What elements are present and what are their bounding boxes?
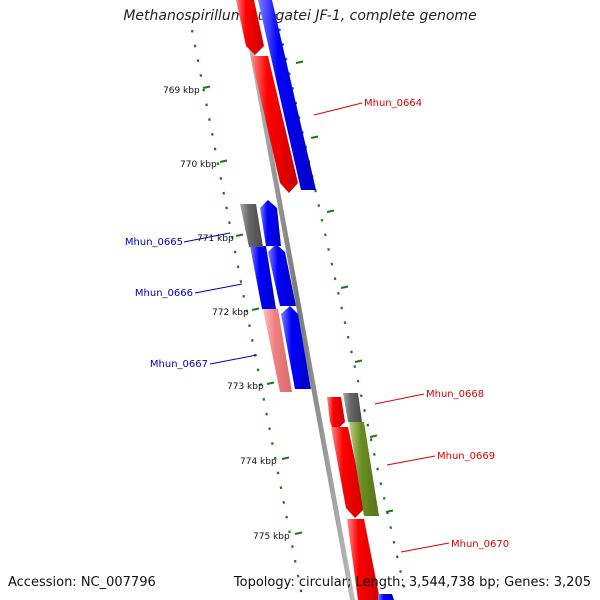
gene-mhun-0669-olive[interactable] <box>349 422 379 516</box>
gene-mhun-0666[interactable] <box>250 246 276 309</box>
gene-label-leaders <box>183 102 450 553</box>
ruler-tick <box>366 423 370 427</box>
ruler-label-773: 773 kbp <box>227 382 264 392</box>
accession-text: Accession: NC_007796 <box>8 575 156 590</box>
ruler-tick <box>399 570 402 573</box>
ruler-major-tick <box>294 531 303 535</box>
gene-mhun-0668-gray[interactable] <box>343 393 362 422</box>
ruler-major-tick <box>202 85 211 89</box>
ruler-tick <box>281 43 285 46</box>
ruler-tick <box>284 57 288 61</box>
ruler-tick <box>389 526 393 530</box>
gene-mhun-0668[interactable] <box>327 397 345 432</box>
genome-backbone <box>240 0 355 600</box>
gene-mhun-0667[interactable] <box>263 309 292 392</box>
gene-label-mhun-0665[interactable]: Mhun_0665 <box>125 237 183 248</box>
ruler-tick <box>288 72 291 76</box>
ruler-major-tick <box>340 285 349 289</box>
ruler-tick <box>294 101 298 105</box>
ruler-tick <box>340 306 344 310</box>
ruler-label-775: 775 kbp <box>253 532 290 542</box>
ruler-label-774: 774 kbp <box>240 457 277 467</box>
ruler-tick <box>314 189 317 193</box>
ruler-major-tick <box>354 359 363 363</box>
ruler-label-770: 770 kbp <box>180 160 217 170</box>
ruler-tick <box>333 277 337 281</box>
ruler-major-tick <box>385 509 394 513</box>
gene-mhun-0669[interactable] <box>331 427 365 518</box>
map-title: Methanospirillum hungatei JF-1, complete… <box>123 8 477 24</box>
ruler-tick <box>363 409 366 412</box>
ruler-tick <box>373 452 376 456</box>
ruler-major-tick <box>281 456 290 460</box>
ruler-tick <box>323 233 327 237</box>
ruler-tick <box>392 540 396 544</box>
ruler-tick <box>376 467 379 471</box>
ruler-tick <box>274 13 278 17</box>
gene-label-mhun-0670[interactable]: Mhun_0670 <box>451 539 509 550</box>
ruler-major-tick <box>219 159 228 163</box>
gene-mhun-0665[interactable] <box>260 200 281 246</box>
ruler-tick <box>395 555 399 559</box>
ruler-major-tick <box>369 434 378 438</box>
ruler-tick <box>291 86 294 90</box>
gene-mhun-0666-b[interactable] <box>268 244 296 306</box>
inner-dotted-ruler <box>190 29 303 593</box>
ruler-major-tick <box>251 307 260 311</box>
gene-mhun-0667-b[interactable] <box>281 306 311 389</box>
ruler-tick <box>359 394 363 398</box>
ruler-tick <box>353 365 357 369</box>
gene-label-mhun-0668[interactable]: Mhun_0668 <box>426 389 484 400</box>
ruler-tick <box>337 291 340 295</box>
genome-summary: Topology: circular; Length: 3,544,738 bp… <box>233 575 591 590</box>
gene-mhun-0663[interactable] <box>236 0 264 55</box>
ruler-tick <box>402 584 406 588</box>
gene-label-mhun-0667[interactable]: Mhun_0667 <box>150 359 208 370</box>
ruler-label-769: 769 kbp <box>163 86 200 96</box>
ruler-label-771: 771 kbp <box>197 234 234 244</box>
gene-labels: Mhun_0664 Mhun_0665 Mhun_0666 Mhun_0667 … <box>125 98 509 550</box>
gene-mhun-0670-reverse[interactable] <box>378 594 394 600</box>
ruler-tick <box>278 28 281 32</box>
ruler-tick <box>343 321 347 325</box>
ruler-tick <box>350 350 353 354</box>
ruler-major-tick <box>295 60 304 64</box>
ruler-tick <box>356 379 360 383</box>
ruler-tick <box>346 335 350 339</box>
gene-label-mhun-0669[interactable]: Mhun_0669 <box>437 451 495 462</box>
gene-mhun-0670[interactable] <box>347 519 380 600</box>
ruler-major-tick <box>235 233 244 237</box>
ruler-tick <box>379 482 383 486</box>
ruler-labels: 769 kbp 770 kbp 771 kbp 772 kbp 773 kbp … <box>163 86 290 542</box>
ruler-major-tick <box>326 209 335 213</box>
ruler-tick <box>382 496 386 500</box>
ruler-major-tick <box>310 135 319 139</box>
ruler-major-tick <box>266 381 275 385</box>
gene-label-mhun-0666[interactable]: Mhun_0666 <box>135 288 193 299</box>
gene-mhun-0664[interactable] <box>251 56 298 193</box>
gene-mhun-0664-reverse[interactable] <box>258 0 316 190</box>
gene-mhun-0665-gray[interactable] <box>240 204 263 247</box>
ruler-tick <box>320 218 324 222</box>
ruler-tick <box>327 247 330 251</box>
ruler-label-772: 772 kbp <box>212 308 249 318</box>
gene-label-mhun-0664[interactable]: Mhun_0664 <box>364 98 422 109</box>
ruler-tick <box>369 438 373 442</box>
ruler-tick <box>317 204 321 207</box>
ruler-tick <box>330 262 334 266</box>
